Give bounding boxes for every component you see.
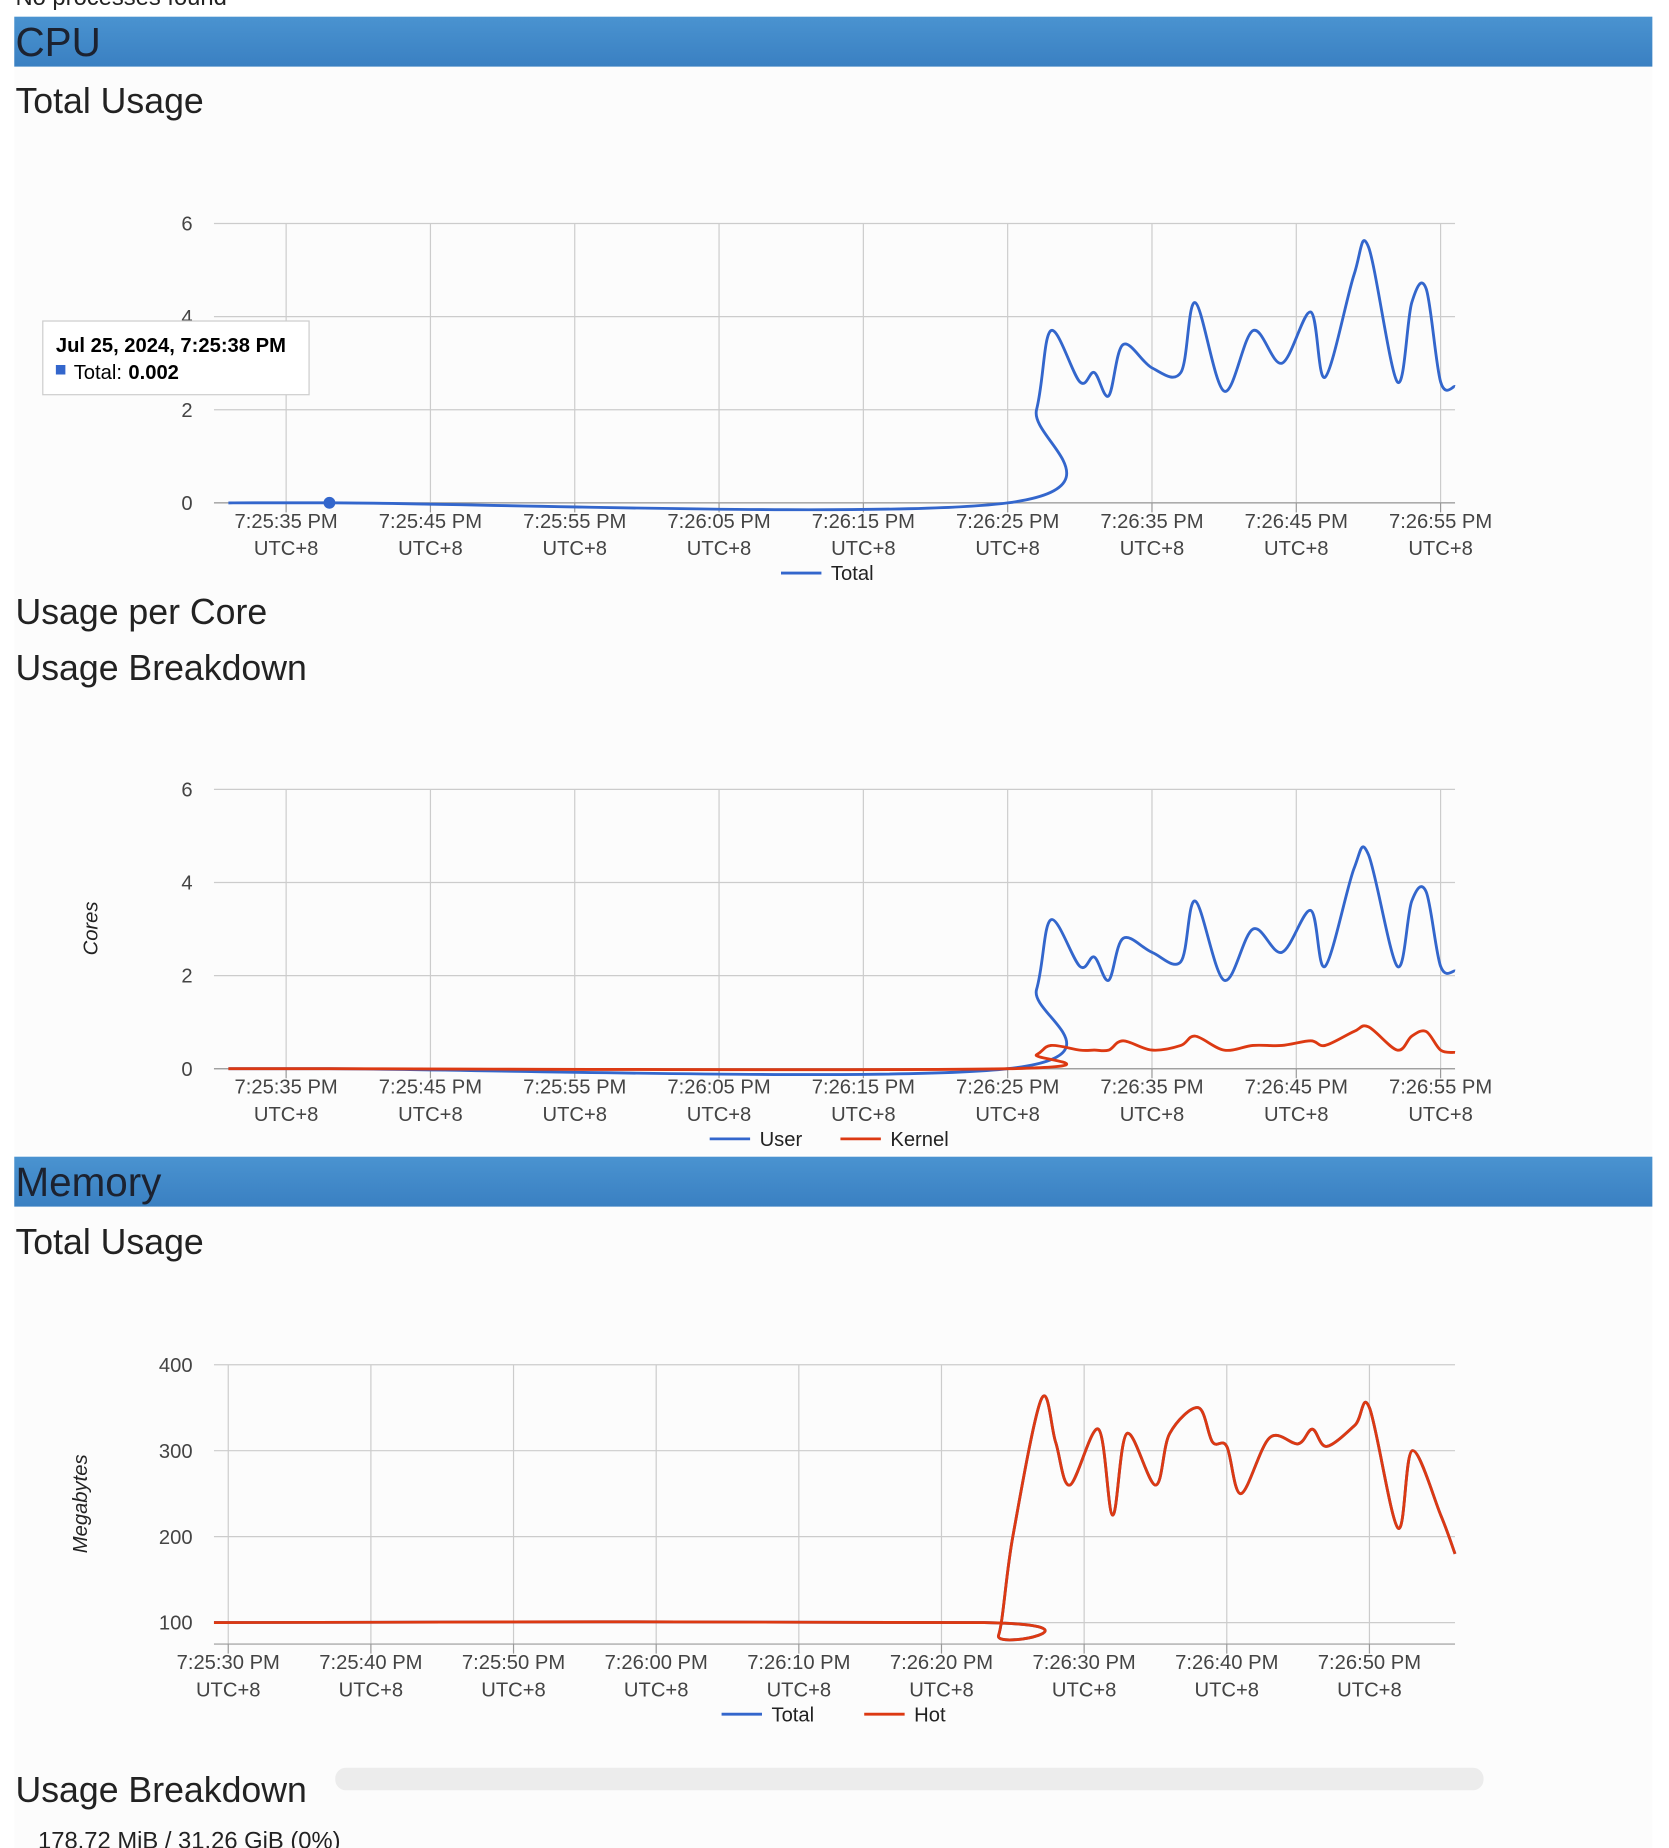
y-axis-label: Megabytes <box>70 1454 92 1553</box>
legend-label: Hot <box>914 1704 946 1726</box>
x-tick-label: 7:25:55 PM <box>523 1077 626 1099</box>
x-tick-label: 7:26:05 PM <box>667 511 770 533</box>
x-tick-timezone: UTC+8 <box>1052 1679 1117 1701</box>
y-tick-label: 4 <box>181 307 192 329</box>
tooltip-value: 0.002 <box>128 362 179 384</box>
tooltip-box <box>42 320 310 396</box>
memory-summary: 178.72 MiB / 31.26 GiB (0%) <box>38 1828 341 1848</box>
x-tick-timezone: UTC+8 <box>1264 1104 1329 1126</box>
top-note: No processes found <box>15 0 226 11</box>
y-tick-label: 6 <box>181 780 192 802</box>
x-tick-label: 7:26:50 PM <box>1318 1652 1421 1674</box>
tooltip-title: Jul 25, 2024, 7:25:38 PM <box>56 335 286 357</box>
x-tick-timezone: UTC+8 <box>624 1679 689 1701</box>
x-tick-timezone: UTC+8 <box>542 538 607 560</box>
x-tick-label: 7:25:30 PM <box>177 1652 280 1674</box>
x-tick-label: 7:25:55 PM <box>523 511 626 533</box>
x-tick-timezone: UTC+8 <box>975 1104 1040 1126</box>
x-tick-timezone: UTC+8 <box>1337 1679 1402 1701</box>
cpu-header: CPU <box>15 19 100 65</box>
x-tick-label: 7:25:50 PM <box>462 1652 565 1674</box>
x-tick-timezone: UTC+8 <box>831 538 896 560</box>
x-tick-timezone: UTC+8 <box>398 1104 463 1126</box>
section-title: Usage Breakdown <box>15 1770 306 1810</box>
x-tick-timezone: UTC+8 <box>1408 1104 1473 1126</box>
x-tick-timezone: UTC+8 <box>767 1679 832 1701</box>
line-series <box>228 1024 1456 1072</box>
line-series <box>213 1394 1457 1642</box>
x-tick-label: 7:26:35 PM <box>1100 511 1203 533</box>
x-tick-label: 7:26:55 PM <box>1389 511 1492 533</box>
x-tick-label: 7:25:35 PM <box>235 1077 338 1099</box>
y-tick-label: 0 <box>181 1059 192 1081</box>
section-title: Usage Breakdown <box>15 648 306 688</box>
x-tick-label: 7:26:10 PM <box>747 1652 850 1674</box>
y-tick-label: 0 <box>181 493 192 515</box>
x-tick-timezone: UTC+8 <box>1195 1679 1260 1701</box>
y-tick-label: 200 <box>159 1527 193 1549</box>
y-tick-label: 100 <box>159 1613 193 1635</box>
cpu-panel <box>14 66 1653 1156</box>
x-tick-label: 7:26:15 PM <box>812 1077 915 1099</box>
x-tick-timezone: UTC+8 <box>481 1679 546 1701</box>
x-tick-label: 7:26:45 PM <box>1245 1077 1348 1099</box>
x-tick-label: 7:25:45 PM <box>379 511 482 533</box>
progress-bar <box>335 1767 1484 1791</box>
legend-label: User <box>760 1129 803 1151</box>
x-tick-label: 7:26:05 PM <box>667 1077 770 1099</box>
memory-header: Memory <box>15 1159 162 1205</box>
y-tick-label: 400 <box>159 1355 193 1377</box>
x-tick-label: 7:25:40 PM <box>319 1652 422 1674</box>
y-tick-label: 2 <box>181 966 192 988</box>
section-title: Total Usage <box>15 81 203 121</box>
x-tick-timezone: UTC+8 <box>398 538 463 560</box>
y-tick-label: 300 <box>159 1441 193 1463</box>
y-tick-label: 6 <box>181 214 192 236</box>
tooltip-label: Total: <box>74 362 122 384</box>
legend-label: Total <box>771 1704 814 1726</box>
x-tick-timezone: UTC+8 <box>1264 538 1329 560</box>
hover-point <box>323 496 336 509</box>
x-tick-label: 7:26:00 PM <box>605 1652 708 1674</box>
x-tick-label: 7:26:40 PM <box>1175 1652 1278 1674</box>
x-tick-label: 7:26:25 PM <box>956 1077 1059 1099</box>
x-tick-timezone: UTC+8 <box>831 1104 896 1126</box>
x-tick-timezone: UTC+8 <box>339 1679 404 1701</box>
cpu-header-bar <box>14 16 1653 67</box>
x-tick-timezone: UTC+8 <box>975 538 1040 560</box>
x-tick-timezone: UTC+8 <box>196 1679 261 1701</box>
y-tick-label: 2 <box>181 400 192 422</box>
memory-header-bar <box>14 1156 1653 1207</box>
x-tick-label: 7:26:30 PM <box>1033 1652 1136 1674</box>
x-tick-label: 7:26:20 PM <box>890 1652 993 1674</box>
y-tick-label: 4 <box>181 873 192 895</box>
x-tick-label: 7:25:45 PM <box>379 1077 482 1099</box>
x-tick-timezone: UTC+8 <box>254 538 319 560</box>
legend-label: Total <box>831 563 874 585</box>
x-tick-label: 7:26:15 PM <box>812 511 915 533</box>
section-title: Usage per Core <box>15 592 267 632</box>
y-axis-label: Cores <box>80 902 102 956</box>
x-tick-label: 7:26:35 PM <box>1100 1077 1203 1099</box>
x-tick-label: 7:25:35 PM <box>235 511 338 533</box>
x-tick-timezone: UTC+8 <box>254 1104 319 1126</box>
section-title: Total Usage <box>15 1222 203 1262</box>
memory-panel <box>14 1206 1653 1848</box>
legend-label: Kernel <box>890 1129 948 1151</box>
tooltip-swatch <box>55 364 66 375</box>
x-tick-timezone: UTC+8 <box>687 538 752 560</box>
x-tick-timezone: UTC+8 <box>1120 538 1185 560</box>
line-series <box>228 239 1456 512</box>
x-tick-label: 7:26:55 PM <box>1389 1077 1492 1099</box>
x-tick-timezone: UTC+8 <box>687 1104 752 1126</box>
x-tick-timezone: UTC+8 <box>1120 1104 1185 1126</box>
x-tick-label: 7:26:45 PM <box>1245 511 1348 533</box>
x-tick-timezone: UTC+8 <box>542 1104 607 1126</box>
x-tick-timezone: UTC+8 <box>1408 538 1473 560</box>
x-tick-timezone: UTC+8 <box>909 1679 974 1701</box>
x-tick-label: 7:26:25 PM <box>956 511 1059 533</box>
